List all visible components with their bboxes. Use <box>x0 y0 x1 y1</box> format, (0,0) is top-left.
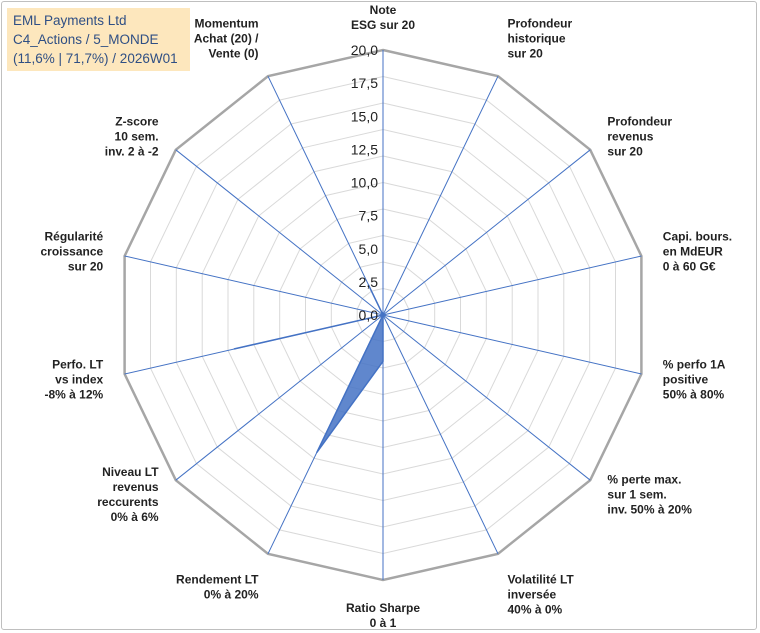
axis-label: Capi. bours. en MdEUR 0 à 60 G€ <box>663 230 732 274</box>
axis-spoke <box>382 314 591 481</box>
axis-label: Régularité croissance sur 20 <box>40 230 103 274</box>
chart-title-box: EML Payments Ltd C4_Actions / 5_MONDE (1… <box>7 8 190 71</box>
company-name: EML Payments Ltd <box>13 13 127 28</box>
axis-spoke <box>382 314 642 375</box>
axis-label: Ratio Sharpe 0 à 1 <box>346 601 420 630</box>
axis-label: Perfo. LT vs index -8% à 12% <box>44 357 103 401</box>
axis-label: Note ESG sur 20 <box>351 3 415 32</box>
tick-label: 10,0 <box>351 175 378 191</box>
portfolio-category: C4_Actions / 5_MONDE <box>13 32 159 47</box>
axis-label: % perte max. sur 1 sem. inv. 50% à 20% <box>607 472 692 516</box>
tick-label: 15,0 <box>351 108 378 124</box>
axis-label: Rendement LT 0% à 20% <box>176 573 259 602</box>
tick-label: 20,0 <box>351 42 378 58</box>
tick-label: 5,0 <box>359 241 379 257</box>
axis-spoke <box>382 255 642 316</box>
axis-label: Profondeur historique sur 20 <box>508 16 573 60</box>
tick-label: 12,5 <box>351 141 378 157</box>
tick-label: 7,5 <box>359 208 379 224</box>
axis-spoke <box>267 75 384 316</box>
score-summary: (11,6% | 71,7%) / 2026W01 <box>13 51 178 66</box>
radar-ticks: 0,0 2,5 5,0 7,5 10,0 12,5 15,0 17,5 20,0 <box>351 42 378 323</box>
radar-series <box>233 284 384 454</box>
axis-spoke <box>175 149 384 316</box>
series-area <box>233 284 384 454</box>
tick-label: 2,5 <box>359 274 379 290</box>
tick-label: 0,0 <box>359 307 379 323</box>
axis-label: Niveau LT revenus reccurents 0% à 6% <box>97 465 159 524</box>
tick-label: 17,5 <box>351 75 378 91</box>
radar-axis-labels: Note ESG sur 20 Profondeur historique sur 20… <box>40 3 732 630</box>
axis-label: Profondeur revenus sur 20 <box>607 115 672 159</box>
axis-label: % perfo 1A positive 50% à 80% <box>663 357 726 401</box>
axis-spoke <box>382 75 499 316</box>
axis-label: Momentum Achat (20) / Vente (0) <box>194 16 259 60</box>
axis-spoke <box>175 314 384 481</box>
axis-spoke <box>382 314 499 555</box>
axis-spoke <box>382 149 591 316</box>
axis-label: Volatilité LT inversée 40% à 0% <box>508 573 575 617</box>
axis-spoke <box>124 255 384 316</box>
axis-label: Z-score 10 sem. inv. 2 à -2 <box>105 115 159 159</box>
